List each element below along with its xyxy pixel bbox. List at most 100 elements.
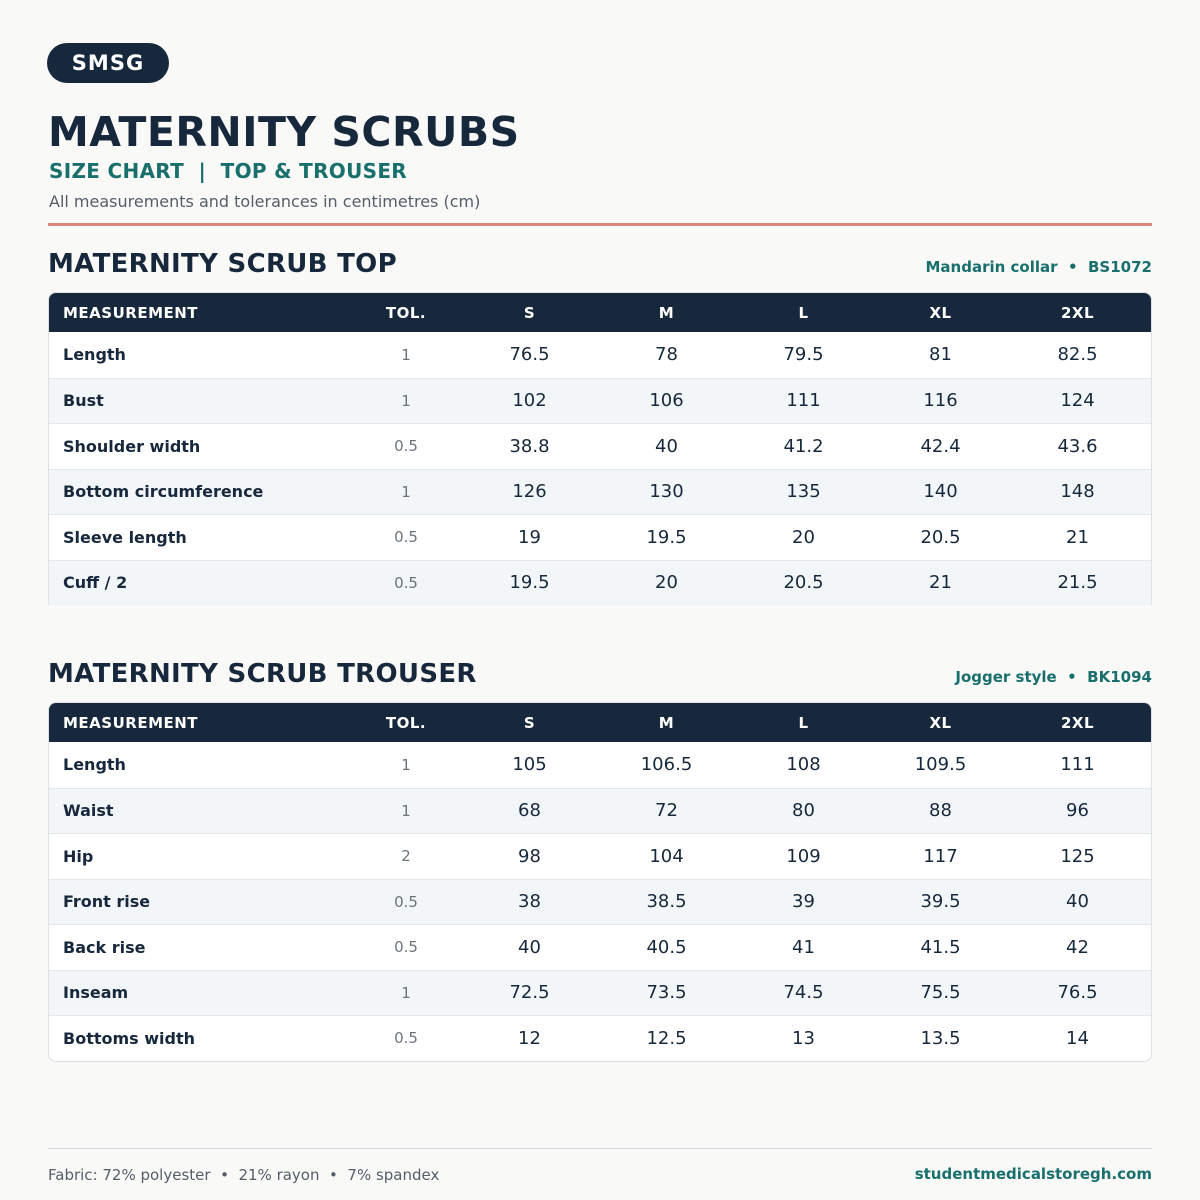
measurement-name: Cuff / 2	[63, 573, 128, 593]
page-subtitle: SIZE CHART | TOP & TROUSER	[49, 159, 407, 183]
header-size: XL	[929, 713, 952, 732]
size-value: 82.5	[1057, 344, 1098, 366]
header-size: L	[798, 713, 809, 732]
trouser-section-header: MATERNITY SCRUB TROUSER Jogger style • B…	[48, 659, 1152, 689]
measurement-name: Front rise	[63, 892, 151, 912]
page-title: MATERNITY SCRUBS	[48, 108, 520, 156]
size-value: 19.5	[646, 526, 687, 548]
tolerance-value: 1	[401, 391, 411, 410]
size-value: 79.5	[783, 344, 824, 366]
size-value: 111	[786, 390, 821, 412]
tolerance-value: 1	[401, 801, 411, 820]
size-value: 38.8	[509, 435, 550, 457]
measurement-name: Sleeve length	[63, 527, 187, 547]
size-value: 42	[1066, 936, 1089, 958]
size-value: 76.5	[509, 344, 550, 366]
size-value: 14	[1066, 1027, 1089, 1049]
size-value: 96	[1066, 800, 1089, 822]
measurement-name: Hip	[63, 846, 94, 866]
size-value: 20	[655, 572, 678, 594]
size-value: 109.5	[914, 754, 967, 776]
size-value: 78	[655, 344, 678, 366]
trouser-section-meta: Jogger style • BK1094	[955, 668, 1152, 686]
size-value: 12.5	[646, 1027, 687, 1049]
table-row: Bust 1 102 106 111 116 124	[49, 377, 1151, 423]
measurement-name: Length	[63, 755, 126, 775]
table-row: Front rise 0.5 38 38.5 39 39.5 40	[49, 878, 1151, 924]
size-value: 20.5	[783, 572, 824, 594]
measurement-name: Inseam	[63, 983, 129, 1003]
size-value: 39.5	[920, 891, 961, 913]
size-value: 116	[923, 390, 958, 412]
size-value: 13.5	[920, 1027, 961, 1049]
header-size: S	[523, 713, 536, 732]
size-value: 41.5	[920, 936, 961, 958]
tolerance-value: 1	[401, 345, 411, 364]
table-header: MEASUREMENT TOL. S M L XL 2XL	[49, 293, 1151, 332]
tolerance-value: 0.5	[394, 437, 418, 456]
size-value: 40	[1066, 891, 1089, 913]
size-value: 106.5	[640, 754, 693, 776]
size-value: 41.2	[783, 435, 824, 457]
website-link[interactable]: studentmedicalstoregh.com	[914, 1165, 1152, 1183]
size-value: 21	[929, 572, 952, 594]
tolerance-value: 0.5	[394, 573, 418, 592]
size-value: 20.5	[920, 526, 961, 548]
header-divider	[48, 223, 1152, 226]
size-value: 80	[792, 800, 815, 822]
size-value: 109	[786, 845, 821, 867]
tolerance-value: 1	[401, 755, 411, 774]
tolerance-value: 0.5	[394, 892, 418, 911]
header-size: S	[523, 303, 536, 322]
trouser-size-table: MEASUREMENT TOL. S M L XL 2XL Length 1 105…	[48, 702, 1152, 1062]
table-row: Length 1 76.5 78 79.5 81 82.5	[49, 332, 1151, 378]
table-body: Length 1 105 106.5 108 109.5 111 Waist 1 68 72 80 88…	[49, 742, 1151, 1061]
table-body: Length 1 76.5 78 79.5 81 82.5 Bust 1 102 106 111 116…	[49, 332, 1151, 605]
tolerance-value: 1	[401, 482, 411, 501]
size-value: 106	[649, 390, 684, 412]
size-value: 43.6	[1057, 435, 1098, 457]
table-header: MEASUREMENT TOL. S M L XL 2XL	[49, 703, 1151, 742]
size-value: 88	[929, 800, 952, 822]
size-value: 21	[1066, 526, 1089, 548]
units-note: All measurements and tolerances in centi…	[49, 192, 481, 211]
size-value: 75.5	[920, 982, 961, 1004]
top-section-title: MATERNITY SCRUB TOP	[48, 249, 397, 279]
header-size: XL	[929, 303, 952, 322]
size-value: 41	[792, 936, 815, 958]
measurement-name: Waist	[63, 801, 114, 821]
size-value: 20	[792, 526, 815, 548]
measurement-name: Length	[63, 345, 126, 365]
header-tol: TOL.	[385, 713, 427, 732]
table-row: Length 1 105 106.5 108 109.5 111	[49, 742, 1151, 788]
size-value: 68	[518, 800, 541, 822]
size-value: 39	[792, 891, 815, 913]
size-value: 40	[655, 435, 678, 457]
size-value: 74.5	[783, 982, 824, 1004]
header-tol: TOL.	[385, 303, 427, 322]
header-size: 2XL	[1060, 303, 1095, 322]
tolerance-value: 0.5	[394, 528, 418, 547]
size-value: 102	[512, 390, 547, 412]
brand-badge: SMSG	[47, 43, 169, 83]
header-size: M	[658, 713, 675, 732]
measurement-name: Back rise	[63, 937, 146, 957]
table-row: Shoulder width 0.5 38.8 40 41.2 42.4 43.6	[49, 423, 1151, 469]
size-value: 117	[923, 845, 958, 867]
table-row: Bottom circumference 1 126 130 135 140 148	[49, 468, 1151, 514]
top-section-header: MATERNITY SCRUB TOP Mandarin collar • BS…	[48, 249, 1152, 279]
tolerance-value: 2	[401, 847, 411, 866]
measurement-name: Bust	[63, 391, 104, 411]
size-value: 125	[1060, 845, 1095, 867]
fabric-info: Fabric: 72% polyester • 21% rayon • 7% s…	[48, 1166, 440, 1184]
footer-divider	[48, 1148, 1152, 1149]
table-row: Bottoms width 0.5 12 12.5 13 13.5 14	[49, 1015, 1151, 1061]
table-row: Inseam 1 72.5 73.5 74.5 75.5 76.5	[49, 969, 1151, 1015]
size-value: 148	[1060, 481, 1095, 503]
header-measurement: MEASUREMENT	[63, 713, 199, 732]
size-value: 72.5	[509, 982, 550, 1004]
tolerance-value: 1	[401, 983, 411, 1002]
trouser-section-title: MATERNITY SCRUB TROUSER	[48, 659, 477, 689]
tolerance-value: 0.5	[394, 938, 418, 957]
table-row: Cuff / 2 0.5 19.5 20 20.5 21 21.5	[49, 559, 1151, 605]
